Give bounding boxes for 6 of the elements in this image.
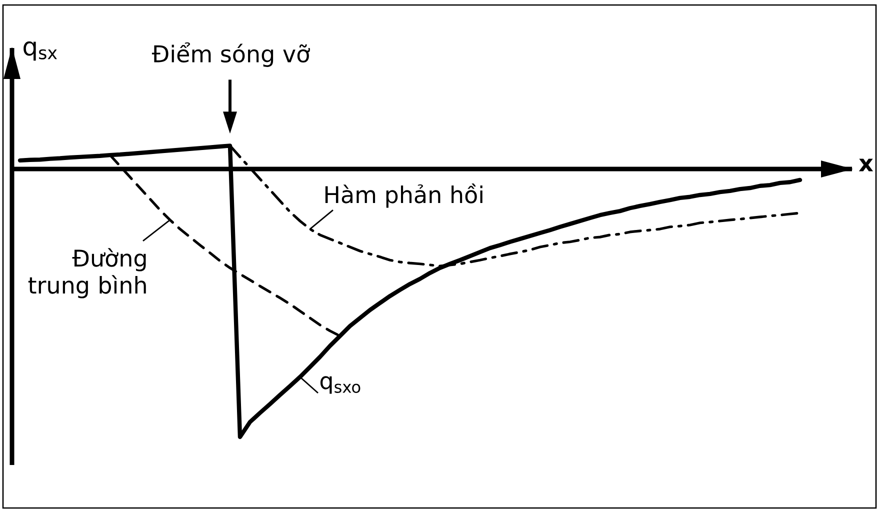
text: Điểm sóng vỡ <box>152 42 310 67</box>
legend-label: q$_{sxo}$ <box>320 376 360 394</box>
y-axis-title: q$_{sx}$ <box>24 41 57 61</box>
series-label: Hàm phản hồi <box>325 184 482 208</box>
x-axis-title: x <box>858 158 874 172</box>
series-label: Đường trung bình <box>28 248 146 298</box>
